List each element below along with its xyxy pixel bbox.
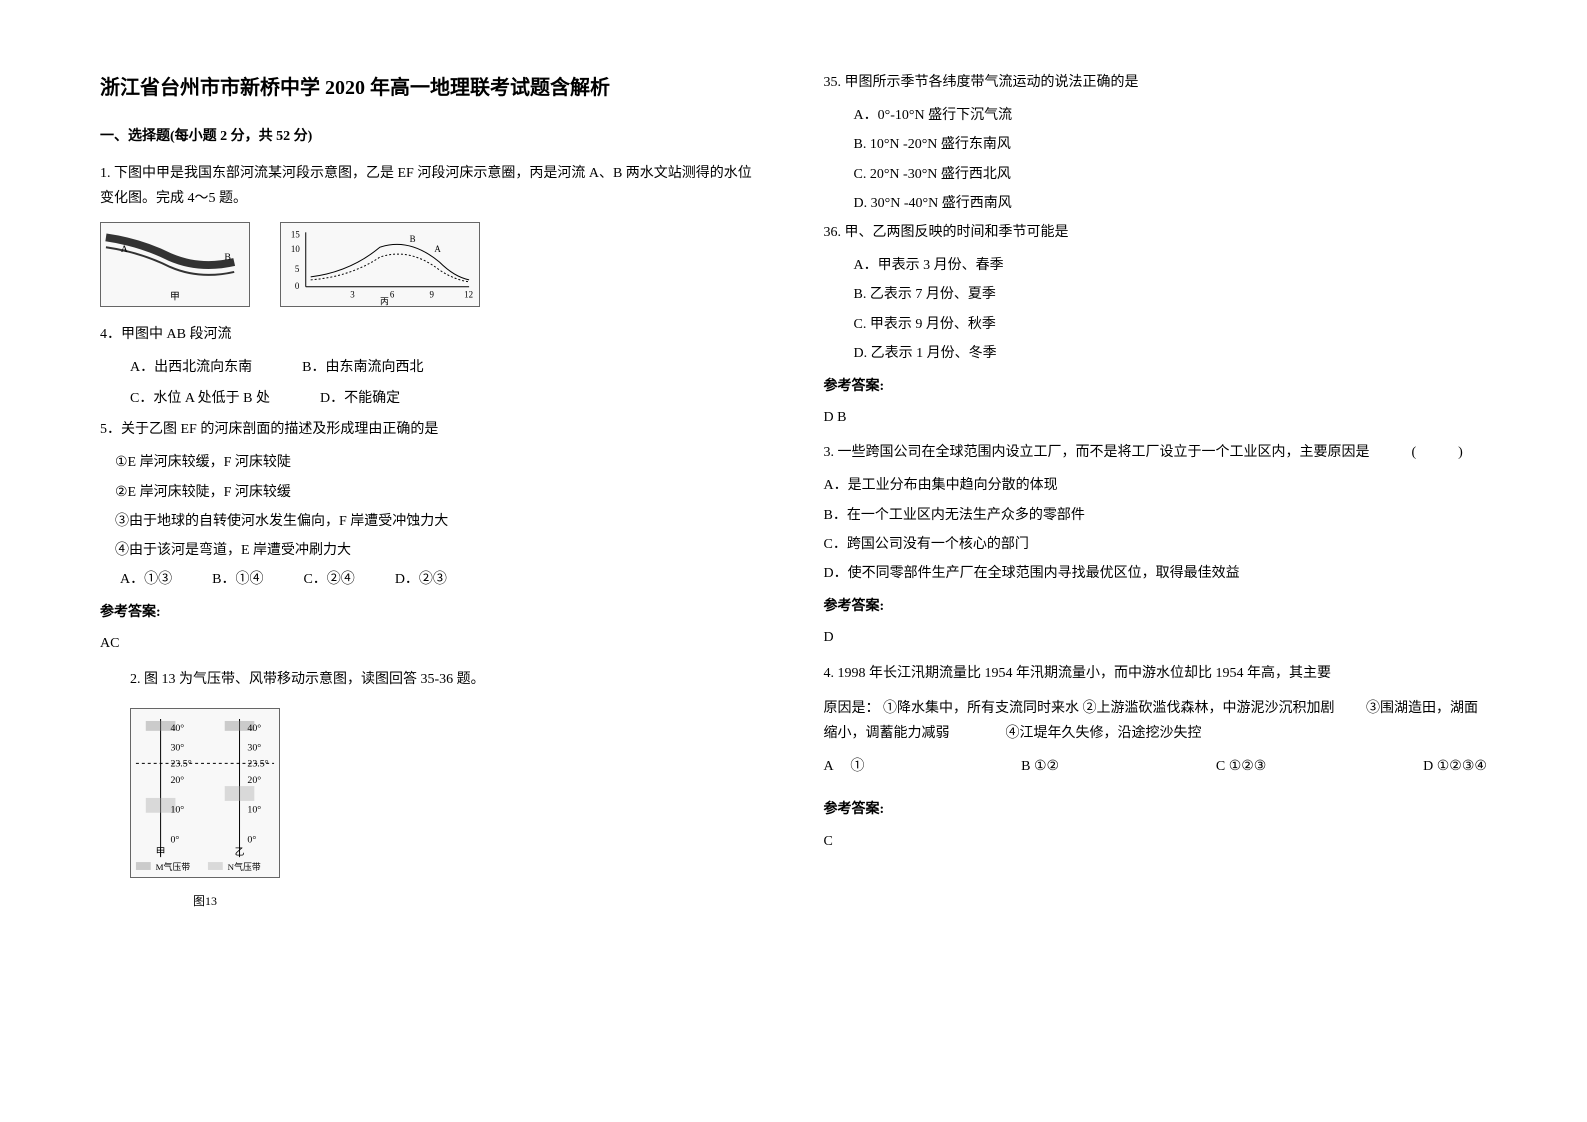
q1-answer: AC (100, 631, 764, 656)
q2-image-wrap: 40° 30° 23.5° 20° 10° 0° 40° 30° 23.5° 2… (130, 700, 764, 913)
q1-sub5-opt-d: D．②③ (395, 567, 447, 592)
q4-opt-d: D ①②③④ (1423, 754, 1487, 779)
q3-opt-c: C．跨国公司没有一个核心的部门 (824, 532, 1488, 557)
q1-sub4-opt-b: B．由东南流向西北 (302, 355, 423, 380)
svg-text:B: B (410, 234, 416, 244)
q3-stem: 3. 一些跨国公司在全球范围内设立工厂，而不是将工厂设立于一个工业区内，主要原因… (824, 440, 1488, 465)
svg-text:6: 6 (390, 289, 395, 299)
svg-text:10°: 10° (170, 805, 184, 816)
q35-opt-d: D. 30°N -40°N 盛行西南风 (854, 191, 1488, 216)
q1-sub5-i1: ①E 岸河床较缓，F 河床较陡 (115, 450, 764, 475)
svg-text:甲: 甲 (170, 291, 180, 302)
q1-sub4: 4．甲图中 AB 段河流 (100, 322, 764, 347)
q1-sub4-opt-a: A．出西北流向东南 (130, 355, 252, 380)
svg-text:甲: 甲 (156, 847, 166, 858)
question-4: 4. 1998 年长江汛期流量比 1954 年汛期流量小，而中游水位却比 195… (824, 661, 1488, 854)
q36: 36. 甲、乙两图反映的时间和季节可能是 (824, 220, 1488, 245)
q2-answer: D B (824, 405, 1488, 430)
q3-answer-label: 参考答案: (824, 594, 1488, 619)
q1-sub5-opts: A．①③ B．①④ C．②④ D．②③ (120, 567, 764, 592)
q4-answer: C (824, 829, 1488, 854)
svg-text:A: A (121, 244, 129, 255)
q4-opt-b: B ①② (1021, 754, 1059, 779)
svg-text:0°: 0° (247, 834, 256, 845)
q1-sub5-i4: ④由于该河是弯道，E 岸遭受冲刷力大 (115, 538, 764, 563)
svg-text:A: A (434, 244, 441, 254)
svg-text:30°: 30° (247, 742, 261, 753)
q1-sub5-opt-c: C．②④ (303, 567, 354, 592)
q35-opt-a: A．0°-10°N 盛行下沉气流 (854, 103, 1488, 128)
exam-title: 浙江省台州市市新桥中学 2020 年高一地理联考试题含解析 (100, 70, 764, 106)
q3-opt-b: B．在一个工业区内无法生产众多的零部件 (824, 503, 1488, 528)
q1-images: A B 甲 15 10 5 0 3 6 9 12 (100, 222, 764, 307)
svg-text:40°: 40° (247, 723, 261, 734)
svg-text:10: 10 (291, 244, 300, 254)
q1-answer-label: 参考答案: (100, 600, 764, 625)
q1-sub4-row1: A．出西北流向东南 B．由东南流向西北 (130, 355, 764, 380)
svg-text:0°: 0° (170, 834, 179, 845)
svg-text:丙: 丙 (380, 296, 389, 306)
svg-text:30°: 30° (170, 742, 184, 753)
q4-stem: 4. 1998 年长江汛期流量比 1954 年汛期流量小，而中游水位却比 195… (824, 661, 1488, 686)
right-column: 35. 甲图所示季节各纬度带气流运动的说法正确的是 A．0°-10°N 盛行下沉… (824, 70, 1488, 1052)
section-1-header: 一、选择题(每小题 2 分，共 52 分) (100, 124, 764, 149)
svg-text:N气压带: N气压带 (228, 861, 261, 872)
q35-opt-c: C. 20°N -30°N 盛行西北风 (854, 162, 1488, 187)
q35-opt-b: B. 10°N -20°N 盛行东南风 (854, 132, 1488, 157)
svg-text:20°: 20° (247, 775, 261, 786)
q36-opt-c: C. 甲表示 9 月份、秋季 (854, 312, 1488, 337)
svg-text:12: 12 (464, 289, 473, 299)
q1-sub4-opt-c: C．水位 A 处低于 B 处 (130, 386, 270, 411)
svg-text:20°: 20° (170, 775, 184, 786)
q2-answer-label: 参考答案: (824, 374, 1488, 399)
q35: 35. 甲图所示季节各纬度带气流运动的说法正确的是 (824, 70, 1488, 95)
svg-text:5: 5 (295, 263, 300, 273)
svg-text:10°: 10° (247, 805, 261, 816)
q1-sub4-opt-d: D．不能确定 (320, 386, 400, 411)
q3-answer: D (824, 625, 1488, 650)
q1-stem: 1. 下图中甲是我国东部河流某河段示意图，乙是 EF 河段河床示意圈，丙是河流 … (100, 161, 764, 211)
q1-sub5-opt-a: A．①③ (120, 567, 172, 592)
svg-text:乙: 乙 (235, 846, 245, 858)
q1-sub5-opt-b: B．①④ (212, 567, 263, 592)
q2-caption: 图13 (130, 891, 280, 913)
question-1: 1. 下图中甲是我国东部河流某河段示意图，乙是 EF 河段河床示意圈，丙是河流 … (100, 161, 764, 656)
svg-text:3: 3 (350, 289, 355, 299)
q1-sub4-row2: C．水位 A 处低于 B 处 D．不能确定 (130, 386, 764, 411)
svg-text:B: B (224, 252, 231, 263)
svg-text:9: 9 (430, 289, 435, 299)
q4-opts-row: A ① B ①② C ①②③ D ①②③④ (824, 754, 1488, 779)
svg-text:0: 0 (295, 280, 300, 290)
q1-sub5: 5．关于乙图 EF 的河床剖面的描述及形成理由正确的是 (100, 417, 764, 442)
q3-opt-a: A．是工业分布由集中趋向分散的体现 (824, 473, 1488, 498)
q2-stem: 2. 图 13 为气压带、风带移动示意图，读图回答 35-36 题。 (130, 667, 764, 692)
question-3: 3. 一些跨国公司在全球范围内设立工厂，而不是将工厂设立于一个工业区内，主要原因… (824, 440, 1488, 650)
svg-text:M气压带: M气压带 (156, 861, 191, 872)
q36-opt-a: A．甲表示 3 月份、春季 (854, 253, 1488, 278)
svg-text:15: 15 (291, 229, 300, 239)
q3-opt-d: D．使不同零部件生产厂在全球范围内寻找最优区位，取得最佳效益 (824, 561, 1488, 586)
q1-sub5-i2: ②E 岸河床较陡，F 河床较缓 (115, 480, 764, 505)
q4-answer-label: 参考答案: (824, 797, 1488, 822)
q1-sub5-i3: ③由于地球的自转使河水发生偏向，F 岸遭受冲蚀力大 (115, 509, 764, 534)
svg-text:40°: 40° (170, 723, 184, 734)
q36-opt-d: D. 乙表示 1 月份、冬季 (854, 341, 1488, 366)
q2-image: 40° 30° 23.5° 20° 10° 0° 40° 30° 23.5° 2… (130, 708, 280, 878)
q4-reasons: 原因是： ①降水集中，所有支流同时来水 ②上游滥砍滥伐森林，中游泥沙沉积加剧 ③… (824, 696, 1488, 746)
question-2: 2. 图 13 为气压带、风带移动示意图，读图回答 35-36 题。 40° 3… (100, 667, 764, 913)
q36-opt-b: B. 乙表示 7 月份、夏季 (854, 282, 1488, 307)
q4-opt-c: C ①②③ (1216, 754, 1267, 779)
q4-opt-a: A ① (824, 754, 865, 779)
q1-image-2: 15 10 5 0 3 6 9 12 A B 丙 (280, 222, 480, 307)
left-column: 浙江省台州市市新桥中学 2020 年高一地理联考试题含解析 一、选择题(每小题 … (100, 70, 764, 1052)
q1-image-1: A B 甲 (100, 222, 250, 307)
